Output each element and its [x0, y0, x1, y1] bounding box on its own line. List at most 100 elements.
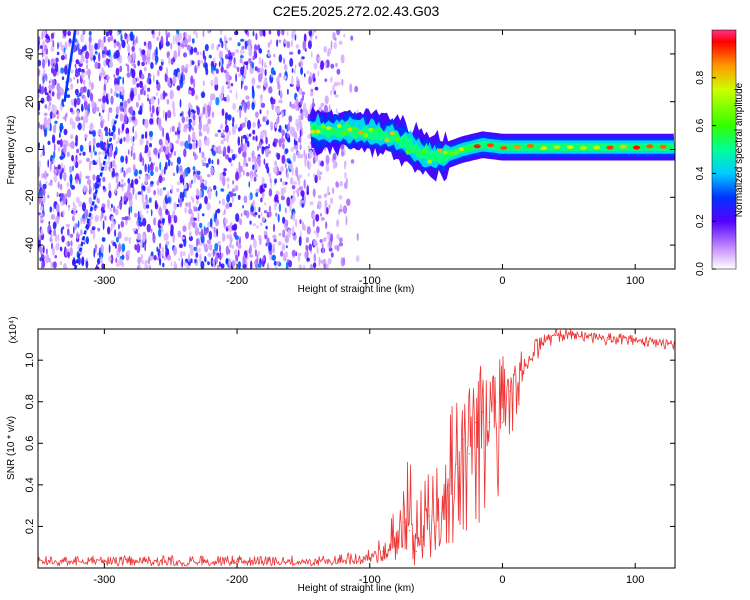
spectrogram-x-axis-label: Height of straight line (km): [298, 284, 415, 295]
signal-peak: [400, 136, 406, 140]
signal-peak: [411, 149, 417, 154]
x-tick-label: -100: [359, 574, 381, 586]
snr-data-point: [488, 421, 490, 424]
y-tick-label: -40: [24, 237, 36, 253]
snr-data-point: [568, 332, 570, 334]
signal-peak: [389, 131, 395, 136]
snr-data-point: [462, 438, 464, 440]
signal-peak: [347, 127, 353, 132]
y-tick-label: 1.0: [24, 353, 36, 368]
signal-peak: [593, 145, 601, 150]
signal-band: [310, 105, 675, 182]
signal-peak: [513, 144, 521, 149]
y-tick-label: 20: [24, 96, 36, 108]
signal-band-layer: [310, 119, 675, 164]
signal-peak: [379, 133, 385, 138]
signal-peak: [326, 126, 332, 131]
snr-y-axis-label: SNR (10 * v/v): [6, 416, 17, 480]
snr-data-point: [594, 336, 596, 338]
snr-data-point: [468, 453, 470, 455]
signal-peak: [437, 148, 443, 153]
x-tick-label: -100: [359, 275, 381, 287]
signal-peak: [442, 150, 448, 155]
y-tick-label: 0.6: [24, 436, 36, 451]
chart-title: C2E5.2025.272.02.43.G03: [273, 3, 440, 19]
x-tick-label: 0: [499, 574, 505, 586]
signal-peak: [540, 146, 548, 150]
x-tick-label: 0: [499, 275, 505, 287]
snr-data-point: [435, 525, 437, 528]
signal-peak: [432, 151, 438, 156]
snr-data-point: [455, 463, 457, 465]
signal-peak: [421, 149, 427, 153]
snr-data-point: [495, 401, 497, 403]
signal-peak: [342, 131, 348, 136]
x-tick-label: -200: [226, 574, 248, 586]
snr-data-point: [634, 338, 636, 340]
signal-peak: [458, 147, 464, 152]
signal-band-layer: [310, 112, 675, 168]
snr-data-point: [448, 484, 450, 486]
snr-data-point: [103, 561, 105, 563]
signal-peak: [606, 145, 614, 150]
signal-peak: [358, 130, 363, 135]
colorbar-tick-label: 0.4: [695, 166, 706, 180]
signal-peak: [373, 128, 379, 133]
signal-peak: [315, 129, 321, 134]
signal-peak: [368, 127, 374, 132]
signal-peak: [553, 145, 561, 149]
signal-peak: [619, 144, 627, 149]
x-tick-label: -300: [93, 275, 115, 287]
spectrogram-y-axis-label: Frequency (Hz): [6, 116, 17, 185]
signal-peak: [473, 144, 481, 149]
snr-x-axis-label: Height of straight line (km): [298, 583, 415, 594]
snr-data-point: [541, 342, 543, 345]
signal-peak: [448, 151, 454, 156]
y-tick-label: 40: [24, 48, 36, 60]
snr-data-point: [515, 380, 517, 382]
snr-data-point: [481, 411, 484, 413]
signal-peak: [427, 159, 432, 164]
snr-data-point: [554, 334, 557, 336]
snr-data-point: [647, 340, 650, 343]
x-tick-label: 100: [626, 574, 644, 586]
snr-data-point: [415, 550, 417, 552]
signal-peak: [469, 146, 475, 151]
colorbar-tick-label: 0.2: [695, 214, 706, 228]
signal-peak: [487, 143, 494, 148]
colorbar-label: Normalized spectral amplitude: [734, 82, 745, 217]
snr-data-point: [395, 542, 397, 544]
signal-peak: [453, 150, 459, 155]
signal-peak: [566, 145, 574, 149]
snr-data-point: [501, 421, 504, 424]
snr-series-line: [38, 329, 675, 568]
snr-data-point: [382, 550, 384, 552]
y-tick-label: 0: [24, 146, 36, 152]
snr-data-point: [422, 536, 424, 538]
y-tick-label: -20: [24, 189, 36, 205]
x-tick-label: -300: [93, 574, 115, 586]
signal-peak: [384, 138, 390, 143]
snr-data-point: [475, 421, 477, 424]
signal-peak: [646, 144, 654, 149]
diagonal-streak-upper: [63, 30, 77, 102]
signal-peak: [363, 133, 369, 138]
signal-peak: [416, 150, 422, 155]
snr-data-point: [369, 557, 371, 559]
signal-peak: [633, 145, 640, 150]
signal-peak: [352, 126, 358, 131]
snr-data-point: [236, 561, 238, 563]
snr-data-point: [608, 338, 610, 340]
snr-data-point: [528, 359, 530, 361]
colorbar: 0.0 0.2 0.4 0.6 0.8 Normalized spectral ampl…: [695, 29, 745, 276]
snr-data-point: [329, 561, 331, 563]
signal-peak: [336, 123, 342, 128]
colorbar-tick-label: 0.8: [695, 70, 706, 84]
snr-data-point: [442, 505, 444, 507]
signal-peak: [659, 144, 667, 149]
y-tick-label: 0.8: [24, 394, 36, 409]
snr-data-point: [581, 334, 583, 336]
signal-peak: [320, 124, 326, 129]
